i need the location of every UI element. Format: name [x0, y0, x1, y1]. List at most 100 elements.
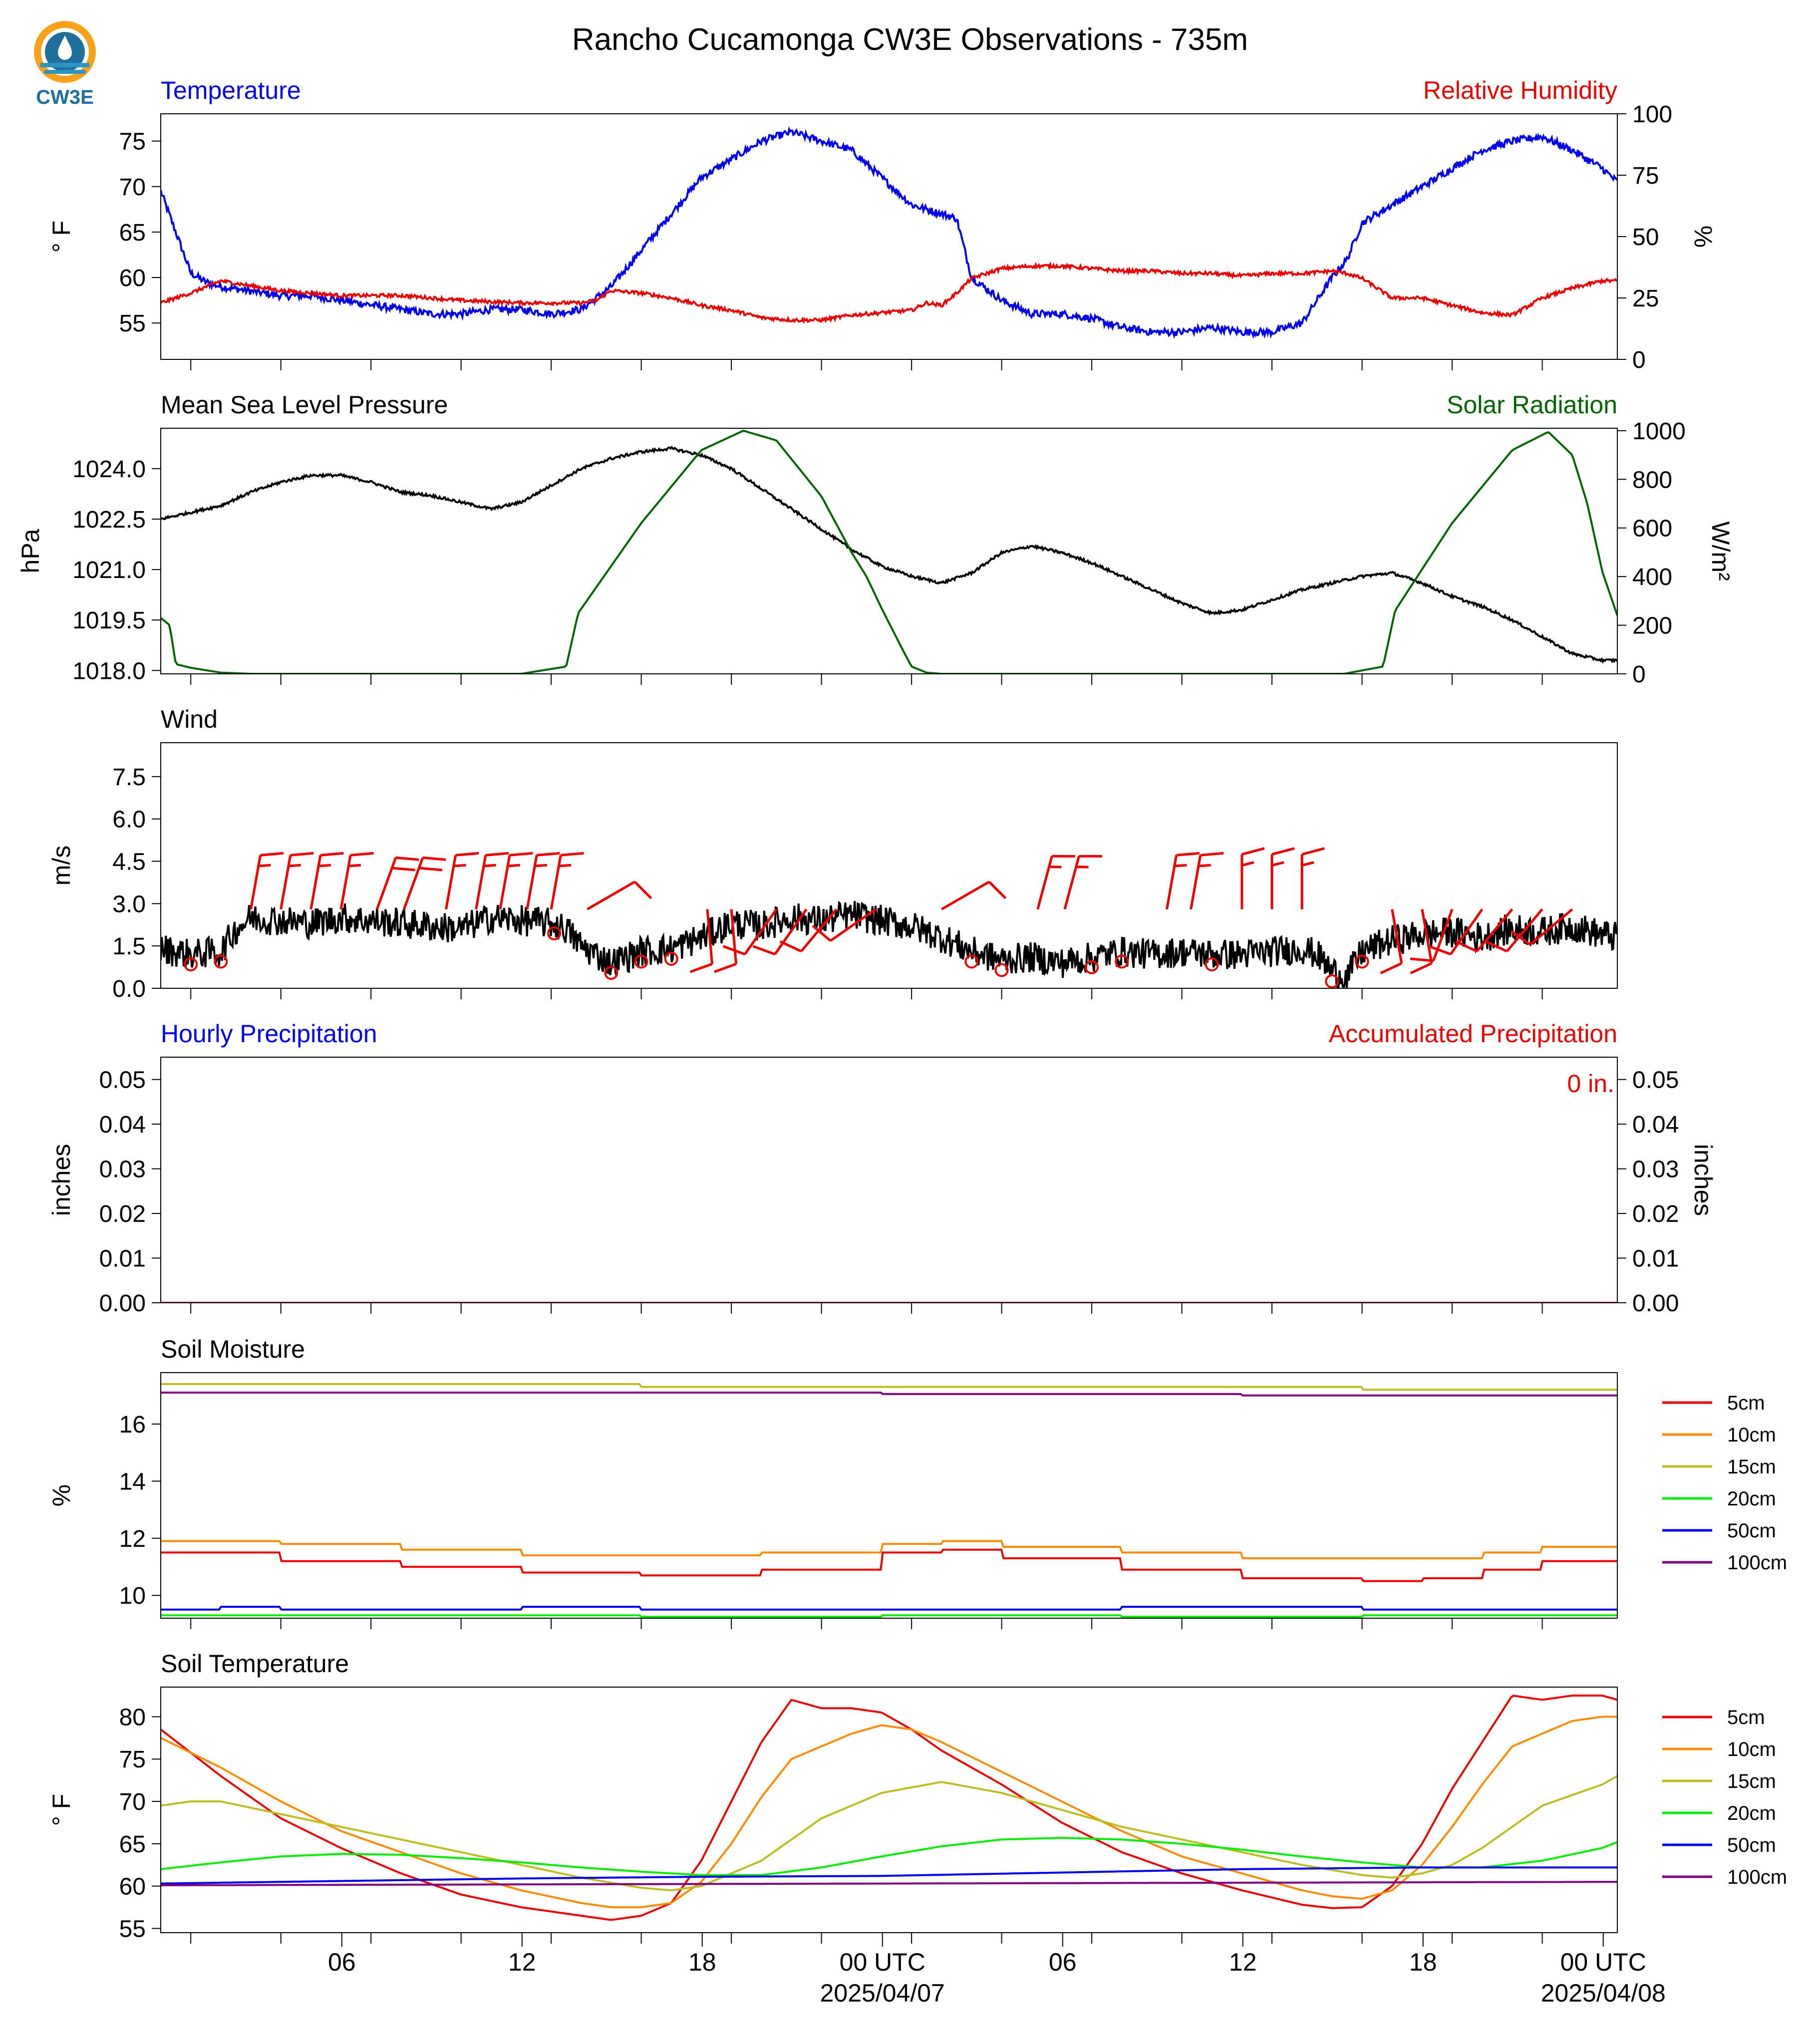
x-tick-marks	[190, 1618, 1543, 1629]
series-group	[161, 1383, 1617, 1618]
y-axis-label-left: m/s	[47, 846, 75, 886]
wind-barb	[1063, 855, 1103, 910]
series-line-100cm	[161, 1881, 1617, 1886]
y-tick-label: 80	[119, 1704, 146, 1731]
wind-barb	[1410, 909, 1433, 974]
y-axis-label-right: inches	[1689, 1144, 1717, 1216]
series-group	[161, 900, 1617, 988]
panel-title-right: Relative Humidity	[1423, 76, 1617, 104]
wind-barb	[475, 852, 509, 910]
y-tick-label: 600	[1632, 516, 1672, 542]
series-line-relative-humidity	[161, 261, 1617, 324]
series-group	[161, 126, 1617, 339]
wind-barb	[1240, 847, 1265, 909]
x-tick-label: 12	[1229, 1948, 1257, 1976]
wind-barb	[1485, 908, 1543, 953]
y-axis-right: 0 200 400 600 800 1000 W/m²	[1617, 418, 1735, 688]
x-date-label: 2025/04/08	[1541, 1979, 1666, 2007]
wind-barb-calm	[184, 957, 198, 972]
series-line-solar-radiation	[161, 429, 1617, 674]
y-axis-right: 0 25 50 75 100%	[1617, 101, 1717, 373]
legend-label: 5cm	[1727, 1392, 1765, 1414]
y-tick-label: 0.04	[99, 1112, 146, 1138]
series-line-wind	[161, 900, 1617, 988]
y-tick-label: 1018.0	[72, 658, 146, 684]
y-axis-left: 10 12 14 16%	[47, 1412, 161, 1609]
y-tick-label: 0.05	[99, 1067, 146, 1094]
wind-barb-calm	[664, 951, 678, 966]
x-date-label: 2025/04/07	[820, 1979, 945, 2007]
wind-barb-calm	[604, 966, 618, 980]
legend-label: 100cm	[1727, 1552, 1787, 1574]
wind-barb-calm	[994, 963, 1009, 977]
wind-barb	[1270, 847, 1295, 909]
y-tick-label: 0	[1632, 347, 1646, 373]
wind-barb	[445, 852, 479, 910]
y-tick-label: 0.05	[1632, 1067, 1679, 1094]
wind-barb-calm	[214, 954, 228, 969]
series-group	[161, 429, 1617, 674]
axes-frame	[160, 1057, 1618, 1303]
y-axis-left: 55 60 65 70 75 80 ° F	[47, 1704, 161, 1943]
y-axis-left: 0.00 0.01 0.02 0.03 0.04 0.05 inches	[47, 1067, 161, 1317]
y-tick-label: 3.0	[112, 891, 146, 917]
panels-group: Temperature Relative Humidity 55 60 65 70 75 ° …	[16, 76, 1787, 2007]
y-tick-label: 12	[119, 1526, 146, 1552]
wind-barb	[309, 852, 344, 910]
legend-label: 20cm	[1727, 1802, 1776, 1824]
x-tick-label: 00 UTC	[1560, 1948, 1646, 1976]
cw3e-logo: CW3E	[30, 18, 100, 113]
y-tick-label: 1019.5	[72, 607, 146, 634]
series-group	[161, 1695, 1617, 1921]
wind-barb	[339, 852, 374, 910]
y-tick-label: 70	[119, 174, 146, 201]
x-tick-marks	[190, 359, 1543, 370]
y-tick-label: 0.03	[99, 1157, 146, 1183]
panel-4: Soil Moisture 10 12 14 16% 5cm 10cm 15cm 20cm 50c…	[47, 1335, 1787, 1629]
y-axis-label-left: ° F	[47, 1794, 75, 1826]
cw3e-logo-text: CW3E	[36, 86, 94, 108]
legend-label: 50cm	[1727, 1834, 1776, 1856]
x-tick-label: 06	[328, 1948, 356, 1976]
y-tick-label: 400	[1632, 564, 1672, 590]
x-tick-marks	[190, 1303, 1543, 1314]
wind-barb-calm	[1355, 954, 1369, 969]
y-tick-label: 4.5	[112, 849, 146, 875]
legend-label: 100cm	[1727, 1866, 1787, 1888]
series-line-15cm	[161, 1383, 1617, 1391]
legend: 5cm 10cm 15cm 20cm 50cm 100cm	[1662, 1392, 1787, 1574]
x-tick-marks	[190, 1933, 1543, 1944]
y-tick-label: 6.0	[112, 807, 146, 833]
y-tick-label: 50	[1632, 224, 1659, 251]
y-tick-label: 16	[119, 1412, 146, 1438]
panel-title-left: Soil Temperature	[161, 1650, 349, 1678]
wind-barb	[812, 908, 877, 942]
legend: 5cm 10cm 15cm 20cm 50cm 100cm	[1662, 1707, 1787, 1888]
axes-frame	[160, 113, 1618, 360]
y-axis-label-left: hPa	[16, 529, 44, 573]
series-line-mean-sea-level-pressure	[161, 445, 1617, 664]
y-tick-label: 0.0	[112, 976, 146, 1002]
y-tick-label: 0.00	[99, 1290, 146, 1317]
wind-barb-calm	[1325, 974, 1339, 989]
wind-barb	[526, 852, 560, 910]
wind-barb	[375, 856, 419, 910]
legend-label: 50cm	[1727, 1520, 1776, 1542]
y-axis-label-left: ° F	[47, 221, 75, 253]
panel-5: Soil Temperature 55 60 65 70 75 80 ° F 5cm 10cm 15…	[47, 1650, 1787, 2007]
x-tick-label: 18	[1409, 1948, 1437, 1976]
y-tick-label: 1000	[1632, 418, 1686, 445]
series-line-50cm	[161, 1606, 1617, 1611]
wind-barbs-group	[184, 847, 1573, 989]
y-tick-label: 1.5	[112, 933, 146, 960]
y-tick-label: 800	[1632, 467, 1672, 493]
wind-barb	[1190, 852, 1224, 910]
y-axis-left: 0.0 1.5 3.0 4.5 6.0 7.5 m/s	[47, 764, 161, 1002]
y-tick-label: 75	[119, 129, 146, 155]
legend-label: 15cm	[1727, 1456, 1776, 1478]
wind-barb	[499, 852, 533, 910]
panel-2: Wind 0.0 1.5 3.0 4.5 6.0 7.5 m/s	[47, 705, 1618, 1002]
wind-barb	[1036, 855, 1075, 910]
legend-label: 15cm	[1727, 1770, 1776, 1792]
